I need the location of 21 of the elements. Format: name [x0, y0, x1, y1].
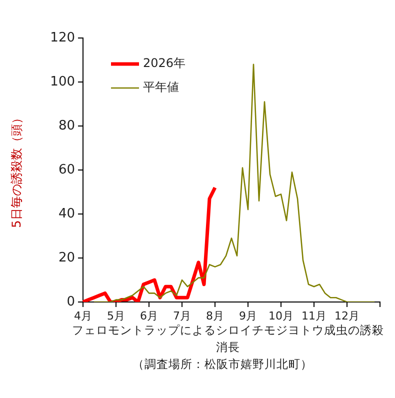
x-axis-title: フェロモントラップによるシロイチモジヨトウ成虫の誘殺消長	[71, 322, 385, 356]
x-tick-label: 7月	[173, 309, 191, 322]
y-axis-title: 5日毎の誘殺数（頭）	[9, 112, 24, 228]
x-tick-label: 12月	[334, 309, 360, 322]
y-tick-label: 80	[58, 118, 75, 134]
text: （調査場所：松阪市嬉野川北町）	[132, 356, 314, 373]
y-tick-label: 100	[50, 74, 75, 90]
y-tick-label: 120	[50, 30, 75, 46]
x-tick-label: 4月	[74, 309, 92, 322]
y-tick-label: 0	[66, 294, 75, 310]
x-tick-label: 8月	[206, 309, 224, 322]
x-tick-label: 9月	[239, 309, 257, 322]
x-tick-label: 10月	[268, 309, 294, 322]
y-tick-label: 40	[58, 206, 75, 222]
legend-label: 平年値	[143, 80, 179, 94]
x-tick-label: 11月	[302, 309, 326, 322]
y-tick-label: 20	[58, 250, 75, 266]
legend-label: 2026年	[143, 56, 186, 70]
x-tick-label: 6月	[140, 309, 158, 322]
y-tick-label: 60	[58, 162, 75, 178]
x-tick-label: 5月	[107, 309, 125, 322]
